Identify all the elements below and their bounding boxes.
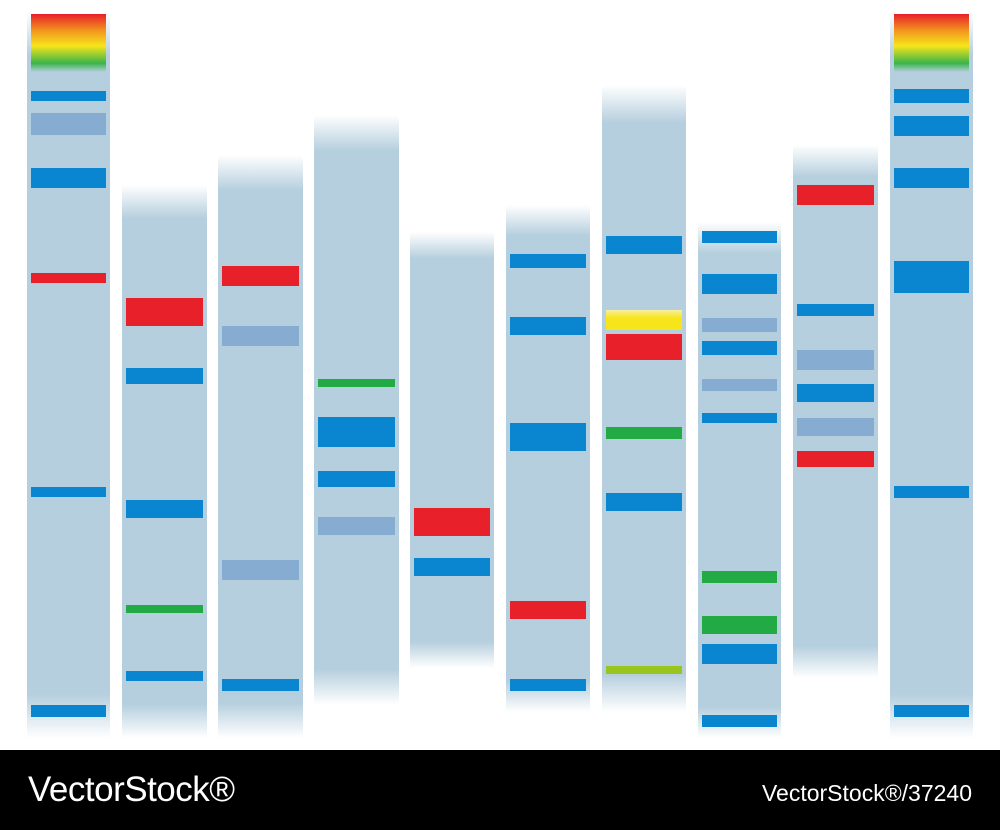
band: [606, 666, 682, 674]
band: [126, 298, 203, 326]
band: [797, 418, 874, 436]
band: [702, 274, 777, 294]
band: [31, 273, 106, 283]
band: [797, 304, 874, 316]
band: [894, 89, 969, 103]
band: [606, 236, 682, 254]
band: [606, 493, 682, 511]
band: [31, 113, 106, 135]
band: [31, 14, 106, 72]
band: [126, 500, 203, 518]
gel-lane: [314, 115, 399, 705]
band: [702, 644, 777, 664]
gel-lane: [602, 85, 686, 712]
band: [894, 261, 969, 293]
band: [414, 558, 490, 576]
band: [702, 341, 777, 355]
brand-logo: VectorStock®: [28, 770, 235, 809]
band: [510, 254, 586, 268]
image-id: VectorStock®/37240: [761, 780, 972, 806]
band: [318, 517, 395, 535]
gel-lane: [506, 205, 590, 712]
band: [606, 334, 682, 360]
band: [894, 116, 969, 136]
band: [510, 423, 586, 451]
band: [510, 601, 586, 619]
band: [797, 185, 874, 205]
watermark-bar: VectorStock® VectorStock®/37240: [0, 750, 1000, 830]
band: [702, 413, 777, 423]
band: [222, 560, 299, 580]
band: [702, 379, 777, 391]
band: [702, 231, 777, 243]
gel-lane: [218, 155, 303, 738]
band: [797, 451, 874, 467]
band: [606, 427, 682, 439]
band: [318, 417, 395, 447]
band: [31, 705, 106, 717]
band: [797, 384, 874, 402]
band: [894, 486, 969, 498]
band: [31, 91, 106, 101]
band: [222, 266, 299, 286]
band: [126, 671, 203, 681]
band: [894, 168, 969, 188]
band: [510, 317, 586, 335]
band: [318, 379, 395, 387]
band: [894, 14, 969, 72]
band: [702, 318, 777, 332]
band: [702, 715, 777, 727]
gel-illustration: [27, 12, 973, 738]
gel-lane: [410, 232, 494, 668]
band: [894, 705, 969, 717]
band: [222, 326, 299, 346]
band: [31, 487, 106, 497]
band: [797, 350, 874, 370]
gel-lane: [122, 185, 207, 738]
band: [126, 605, 203, 613]
band: [510, 679, 586, 691]
band: [702, 616, 777, 634]
band: [702, 571, 777, 583]
band: [222, 679, 299, 691]
band: [318, 471, 395, 487]
band: [414, 508, 490, 536]
band: [606, 310, 682, 330]
gel-lane: [793, 145, 878, 678]
band: [31, 168, 106, 188]
band: [126, 368, 203, 384]
